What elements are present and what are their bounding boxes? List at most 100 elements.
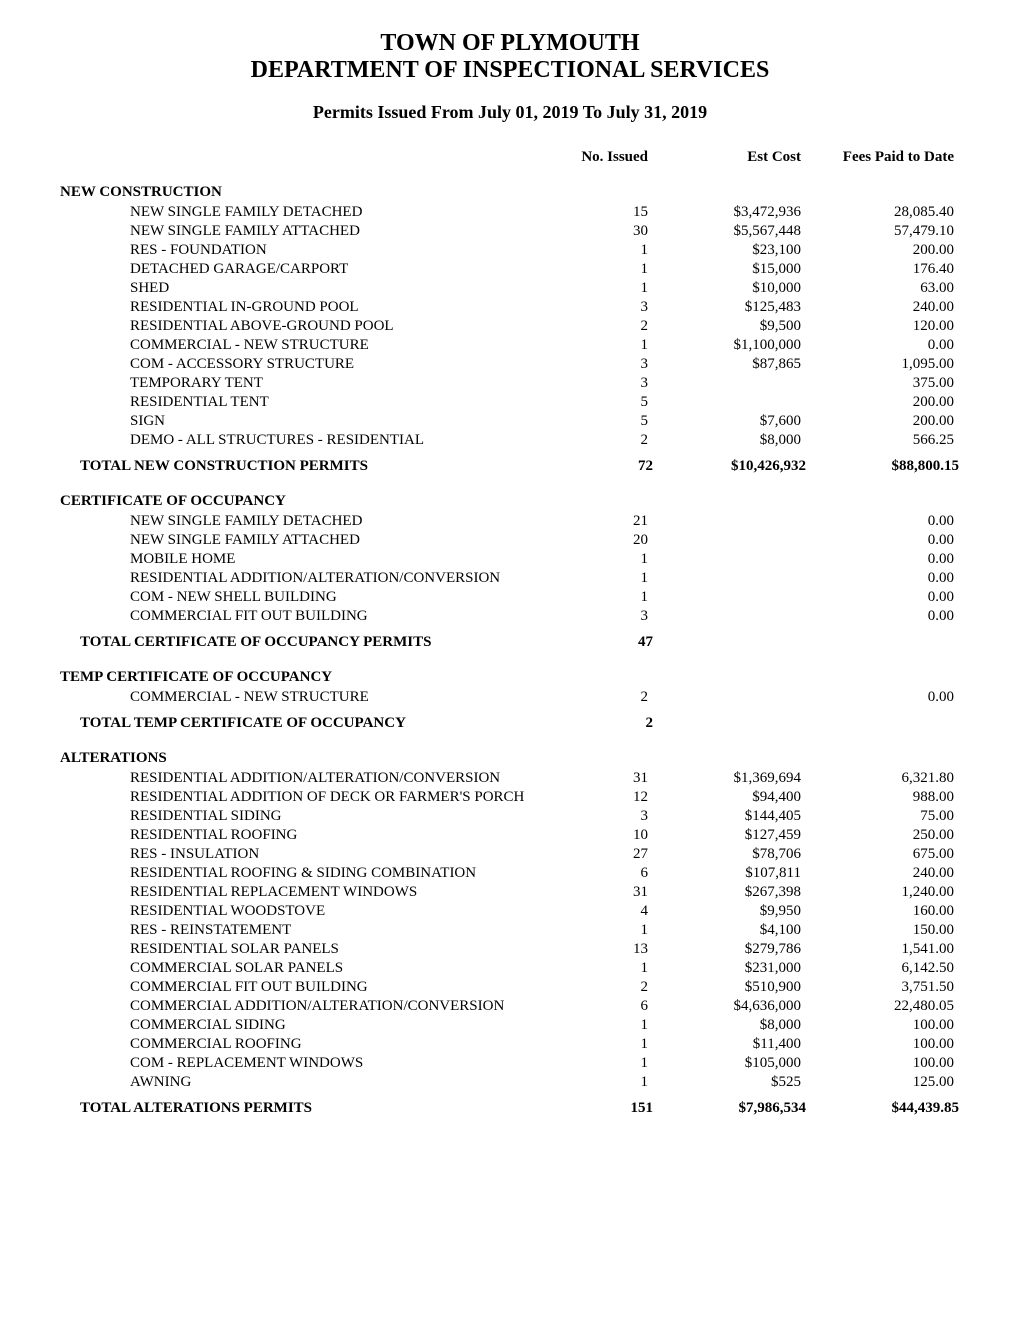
table-row: RESIDENTIAL TENT5200.00	[60, 393, 960, 412]
table-row: NEW SINGLE FAMILY DETACHED15$3,472,93628…	[60, 203, 960, 222]
permit-type-label: RESIDENTIAL SIDING	[60, 807, 546, 826]
fees-paid-value: 200.00	[807, 393, 960, 412]
est-cost-value	[654, 393, 807, 412]
table-row: TEMPORARY TENT3 375.00	[60, 374, 960, 393]
no-issued-value: 1	[546, 921, 654, 940]
fees-paid-value: 0.00	[807, 607, 960, 626]
est-cost-value: $9,950	[654, 902, 807, 921]
section-total-row: TOTAL ALTERATIONS PERMITS151$7,986,534$4…	[60, 1092, 960, 1121]
no-issued-value: 12	[546, 788, 654, 807]
section-total-row: TOTAL CERTIFICATE OF OCCUPANCY PERMITS47	[60, 626, 960, 655]
fees-paid-value: 375.00	[807, 374, 960, 393]
section-total-row: TOTAL TEMP CERTIFICATE OF OCCUPANCY2	[60, 707, 960, 736]
total-fees-paid	[807, 626, 960, 655]
table-row: COMMERCIAL ADDITION/ALTERATION/CONVERSIO…	[60, 997, 960, 1016]
fees-paid-value: 57,479.10	[807, 222, 960, 241]
fees-paid-value: 675.00	[807, 845, 960, 864]
fees-paid-value: 0.00	[807, 531, 960, 550]
permit-type-label: COMMERCIAL SIDING	[60, 1016, 546, 1035]
table-row: RESIDENTIAL SOLAR PANELS13$279,7861,541.…	[60, 940, 960, 959]
est-cost-value: $5,567,448	[654, 222, 807, 241]
fees-paid-value: 0.00	[807, 588, 960, 607]
no-issued-value: 15	[546, 203, 654, 222]
no-issued-value: 1	[546, 1054, 654, 1073]
total-label: TOTAL TEMP CERTIFICATE OF OCCUPANCY	[60, 707, 546, 736]
permit-type-label: TEMPORARY TENT	[60, 374, 546, 393]
permit-type-label: RESIDENTIAL ADDITION/ALTERATION/CONVERSI…	[60, 769, 546, 788]
table-row: RESIDENTIAL ROOFING10$127,459250.00	[60, 826, 960, 845]
permit-type-label: RESIDENTIAL SOLAR PANELS	[60, 940, 546, 959]
table-row: RESIDENTIAL WOODSTOVE4$9,950160.00	[60, 902, 960, 921]
fees-paid-value: 125.00	[807, 1073, 960, 1092]
table-row: NEW SINGLE FAMILY DETACHED210.00	[60, 512, 960, 531]
total-label: TOTAL NEW CONSTRUCTION PERMITS	[60, 450, 546, 479]
no-issued-value: 1	[546, 1035, 654, 1054]
permit-type-label: COM - NEW SHELL BUILDING	[60, 588, 546, 607]
fees-paid-value: 250.00	[807, 826, 960, 845]
no-issued-value: 3	[546, 807, 654, 826]
est-cost-value: $8,000	[654, 1016, 807, 1035]
section-header: NEW CONSTRUCTION	[60, 170, 960, 203]
est-cost-value: $1,369,694	[654, 769, 807, 788]
no-issued-value: 1	[546, 260, 654, 279]
permit-type-label: RESIDENTIAL TENT	[60, 393, 546, 412]
no-issued-value: 4	[546, 902, 654, 921]
est-cost-value: $7,600	[654, 412, 807, 431]
section-title: NEW CONSTRUCTION	[60, 170, 960, 203]
permit-type-label: COMMERCIAL - NEW STRUCTURE	[60, 336, 546, 355]
permit-type-label: SIGN	[60, 412, 546, 431]
col-no-issued: No. Issued	[546, 145, 654, 170]
no-issued-value: 1	[546, 1016, 654, 1035]
est-cost-value: $1,100,000	[654, 336, 807, 355]
table-row: DETACHED GARAGE/CARPORT1$15,000176.40	[60, 260, 960, 279]
town-name: TOWN OF PLYMOUTH	[60, 30, 960, 57]
col-est-cost: Est Cost	[654, 145, 807, 170]
est-cost-value: $4,636,000	[654, 997, 807, 1016]
permit-type-label: DETACHED GARAGE/CARPORT	[60, 260, 546, 279]
table-row: COMMERCIAL FIT OUT BUILDING30.00	[60, 607, 960, 626]
est-cost-value: $11,400	[654, 1035, 807, 1054]
fees-paid-value: 1,095.00	[807, 355, 960, 374]
no-issued-value: 2	[546, 688, 654, 707]
permit-type-label: COMMERCIAL FIT OUT BUILDING	[60, 607, 546, 626]
est-cost-value: $279,786	[654, 940, 807, 959]
permit-type-label: COMMERCIAL - NEW STRUCTURE	[60, 688, 546, 707]
no-issued-value: 1	[546, 279, 654, 298]
permit-type-label: NEW SINGLE FAMILY ATTACHED	[60, 531, 546, 550]
est-cost-value	[654, 550, 807, 569]
est-cost-value	[654, 569, 807, 588]
col-blank	[60, 145, 546, 170]
section-total-row: TOTAL NEW CONSTRUCTION PERMITS72$10,426,…	[60, 450, 960, 479]
permit-type-label: RES - FOUNDATION	[60, 241, 546, 260]
table-row: NEW SINGLE FAMILY ATTACHED30$5,567,44857…	[60, 222, 960, 241]
no-issued-value: 1	[546, 550, 654, 569]
no-issued-value: 27	[546, 845, 654, 864]
total-no-issued: 72	[546, 450, 654, 479]
fees-paid-value: 100.00	[807, 1035, 960, 1054]
total-no-issued: 2	[546, 707, 654, 736]
no-issued-value: 10	[546, 826, 654, 845]
fees-paid-value: 75.00	[807, 807, 960, 826]
no-issued-value: 6	[546, 997, 654, 1016]
no-issued-value: 3	[546, 374, 654, 393]
no-issued-value: 31	[546, 883, 654, 902]
table-row: SHED1$10,00063.00	[60, 279, 960, 298]
total-est-cost	[654, 626, 807, 655]
no-issued-value: 3	[546, 298, 654, 317]
est-cost-value: $10,000	[654, 279, 807, 298]
permit-type-label: RESIDENTIAL IN-GROUND POOL	[60, 298, 546, 317]
est-cost-value: $127,459	[654, 826, 807, 845]
permit-type-label: RES - REINSTATEMENT	[60, 921, 546, 940]
permit-type-label: RESIDENTIAL REPLACEMENT WINDOWS	[60, 883, 546, 902]
fees-paid-value: 6,321.80	[807, 769, 960, 788]
est-cost-value	[654, 588, 807, 607]
table-row: RESIDENTIAL ADDITION/ALTERATION/CONVERSI…	[60, 769, 960, 788]
fees-paid-value: 100.00	[807, 1054, 960, 1073]
table-row: COMMERCIAL ROOFING1$11,400100.00	[60, 1035, 960, 1054]
section-header: ALTERATIONS	[60, 736, 960, 769]
permit-type-label: RESIDENTIAL WOODSTOVE	[60, 902, 546, 921]
fees-paid-value: 63.00	[807, 279, 960, 298]
est-cost-value: $267,398	[654, 883, 807, 902]
no-issued-value: 2	[546, 431, 654, 450]
no-issued-value: 3	[546, 355, 654, 374]
